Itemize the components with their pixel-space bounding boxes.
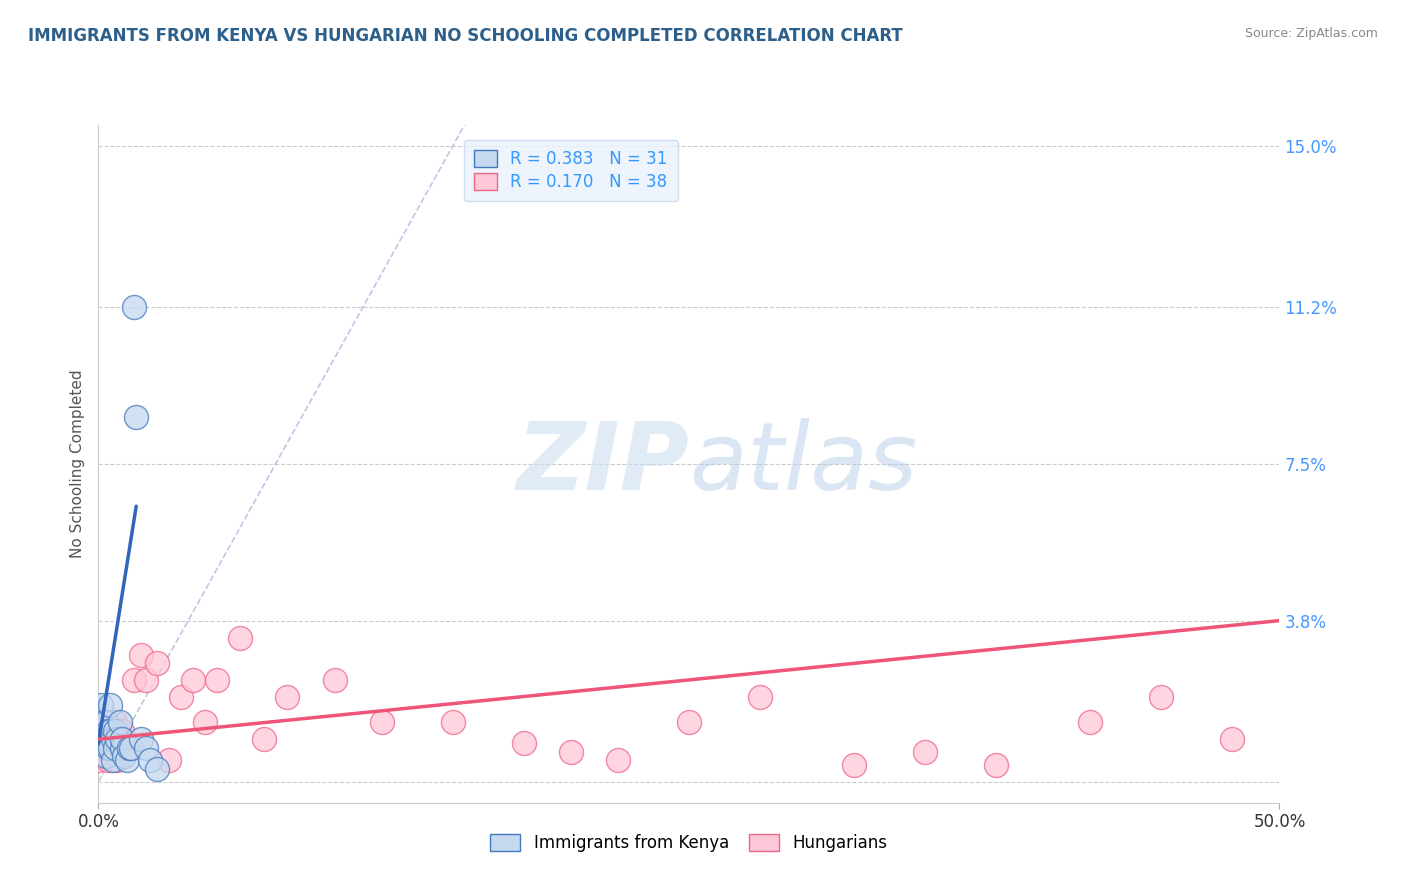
- Point: [90, 723, 112, 738]
- Point: [135, 740, 157, 755]
- Point: [104, 723, 127, 738]
- Point: [115, 740, 138, 755]
- Text: IMMIGRANTS FROM KENYA VS HUNGARIAN NO SCHOOLING COMPLETED CORRELATION CHART: IMMIGRANTS FROM KENYA VS HUNGARIAN NO SC…: [28, 27, 903, 45]
- Point: [94, 715, 117, 730]
- Point: [101, 732, 124, 747]
- Point: [157, 753, 180, 767]
- Point: [146, 762, 169, 776]
- Point: [87, 732, 110, 747]
- Point: [108, 732, 131, 747]
- Point: [1220, 732, 1243, 747]
- Point: [104, 740, 127, 755]
- Point: [1150, 690, 1173, 704]
- Point: [139, 753, 162, 767]
- Point: [97, 753, 120, 767]
- Point: [441, 715, 464, 730]
- Point: [98, 723, 121, 738]
- Point: [194, 715, 217, 730]
- Text: atlas: atlas: [689, 418, 917, 509]
- Text: Source: ZipAtlas.com: Source: ZipAtlas.com: [1244, 27, 1378, 40]
- Point: [108, 715, 131, 730]
- Point: [984, 757, 1007, 772]
- Point: [323, 673, 346, 687]
- Point: [105, 732, 128, 747]
- Point: [111, 732, 134, 747]
- Point: [844, 757, 866, 772]
- Point: [91, 715, 114, 730]
- Point: [122, 300, 145, 314]
- Point: [98, 740, 121, 755]
- Y-axis label: No Schooling Completed: No Schooling Completed: [70, 369, 86, 558]
- Point: [94, 749, 117, 764]
- Point: [205, 673, 228, 687]
- Point: [129, 648, 152, 662]
- Point: [512, 737, 534, 751]
- Point: [125, 410, 148, 425]
- Point: [560, 745, 582, 759]
- Point: [748, 690, 770, 704]
- Point: [91, 732, 114, 747]
- Point: [94, 732, 117, 747]
- Text: ZIP: ZIP: [516, 417, 689, 510]
- Point: [253, 732, 276, 747]
- Point: [94, 715, 117, 730]
- Point: [914, 745, 936, 759]
- Point: [276, 690, 298, 704]
- Legend: Immigrants from Kenya, Hungarians: Immigrants from Kenya, Hungarians: [484, 828, 894, 859]
- Point: [170, 690, 193, 704]
- Point: [111, 723, 134, 738]
- Point: [97, 723, 120, 738]
- Point: [104, 715, 127, 730]
- Point: [1080, 715, 1102, 730]
- Point: [678, 715, 700, 730]
- Point: [135, 673, 157, 687]
- Point: [181, 673, 204, 687]
- Point: [115, 753, 138, 767]
- Point: [371, 715, 394, 730]
- Point: [111, 740, 134, 755]
- Point: [121, 740, 143, 755]
- Point: [97, 740, 120, 755]
- Point: [122, 673, 145, 687]
- Point: [607, 753, 630, 767]
- Point: [105, 753, 128, 767]
- Point: [90, 698, 112, 713]
- Point: [98, 698, 121, 713]
- Point: [129, 732, 152, 747]
- Point: [87, 753, 110, 767]
- Point: [101, 740, 124, 755]
- Point: [118, 740, 141, 755]
- Point: [112, 749, 135, 764]
- Point: [101, 753, 124, 767]
- Point: [98, 737, 121, 751]
- Point: [229, 631, 252, 645]
- Point: [90, 740, 112, 755]
- Point: [91, 732, 114, 747]
- Point: [146, 656, 169, 670]
